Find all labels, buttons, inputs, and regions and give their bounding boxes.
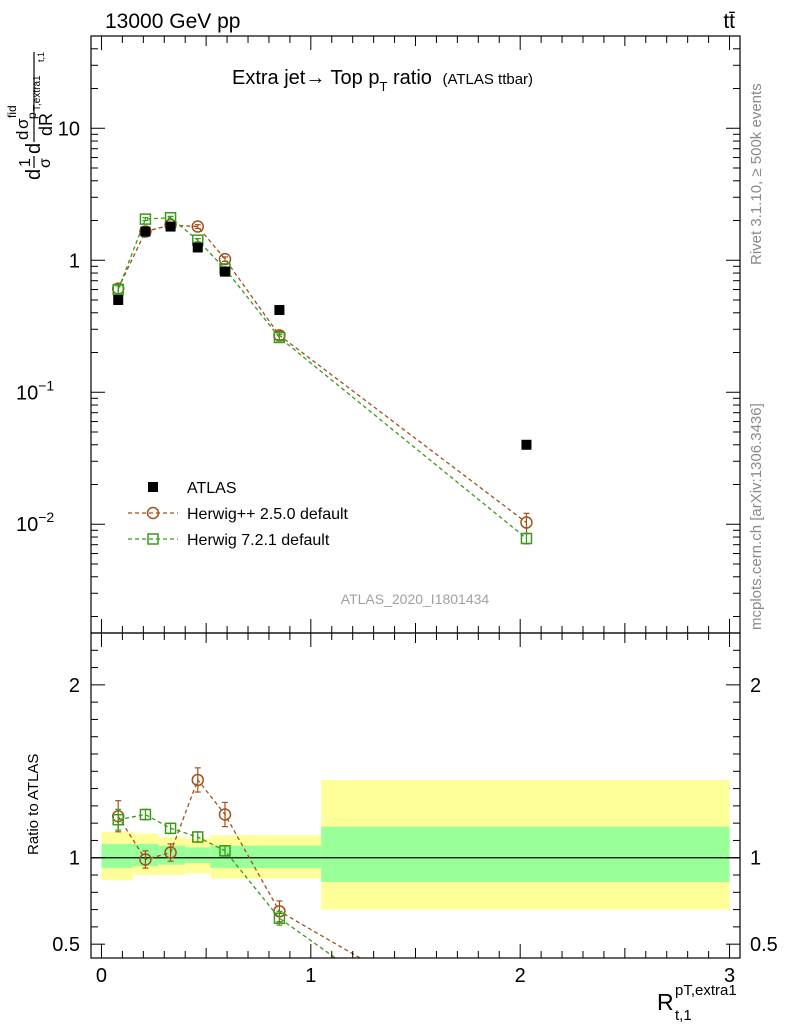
- main-herwigpp-point: [191, 220, 205, 233]
- ratio-panel: 2 2 1 1 0.5 0.5 0 1 2 3 Ratio to ATLAS R pT,extr…: [25, 632, 778, 1024]
- xlabel-sup: pT,extra1: [675, 982, 737, 999]
- legend-label-atlas: ATLAS: [187, 480, 237, 497]
- legend-marker-atlas: [148, 482, 158, 492]
- main-atlas-point: [521, 439, 532, 450]
- ylabel-sigma: σ: [37, 158, 54, 168]
- main-ytick-label: 1: [69, 250, 80, 272]
- main-xticks: [100, 36, 731, 633]
- ratio-ytick-label-left: 2: [69, 675, 80, 697]
- main-series: [111, 211, 533, 545]
- ratio-xtick-label: 0: [96, 965, 107, 987]
- ratio-series: [111, 767, 362, 958]
- main-herwigpp-point: [520, 516, 533, 529]
- ylabel-one: 1: [17, 158, 34, 167]
- main-herwig7-line: [117, 217, 527, 540]
- ylabel-d2: d: [23, 143, 45, 154]
- main-atlas-point: [140, 226, 151, 237]
- ratio-herwig7-point: [273, 912, 286, 924]
- ratio-herwig7-point: [192, 831, 204, 843]
- ratio-ytick-label-left: 0.5: [52, 934, 80, 956]
- mcplots-label: mcplots.cern.ch [arXiv:1306.3436]: [748, 403, 765, 630]
- ratio-herwigpp-point: [164, 846, 177, 859]
- main-ytick-label: 10: [58, 118, 80, 140]
- legend-label-herwig7: Herwig 7.2.1 default: [187, 532, 330, 549]
- ratio-herwigpp-point: [191, 773, 205, 787]
- ratio-band-green: [157, 845, 186, 865]
- ratio-xticks: 0 1 2 3: [96, 633, 735, 987]
- main-title: Extra jet→ Top pT ratio (ATLAS ttbar): [232, 67, 533, 94]
- ratio-band-green: [210, 845, 322, 869]
- main-atlas-point: [192, 242, 203, 253]
- process-main: tt: [723, 10, 735, 33]
- ratio-herwigpp-point: [139, 853, 152, 866]
- ratio-bands: [101, 779, 730, 910]
- ratio-frame: [90, 632, 741, 959]
- ylabel-sub3: t,1: [36, 52, 46, 62]
- ratio-ytick-label-right: 0.5: [750, 934, 778, 956]
- main-ytick-label: 10−1: [16, 377, 54, 404]
- main-yticks: 10 1 10−1 10−2: [16, 35, 740, 618]
- main-herwig7-point: [520, 532, 533, 545]
- main-title-small: (ATLAS ttbar): [442, 71, 533, 88]
- ylabel-dnum: d: [13, 131, 32, 140]
- main-panel: Extra jet→ Top pT ratio (ATLAS ttbar) d …: [5, 35, 741, 634]
- legend-marker-herwig7: [147, 533, 159, 545]
- main-herwigpp-point: [139, 225, 152, 238]
- ratio-ytick-label-left: 1: [69, 848, 80, 870]
- ylabel-sup: fid: [5, 105, 19, 118]
- main-ytick-label: 10−2: [16, 509, 54, 536]
- ratio-herwigpp-point: [218, 808, 232, 821]
- ratio-herwig7-point: [112, 813, 124, 826]
- process-label: tt ̄: [723, 10, 735, 33]
- legend-label-herwigpp: Herwig++ 2.5.0 default: [187, 506, 349, 523]
- main-herwigpp-line: [117, 224, 527, 524]
- main-title-sub: T: [379, 79, 387, 94]
- ratio-band-green: [101, 843, 133, 869]
- ratio-herwig7-point: [219, 845, 231, 857]
- ratio-ytick-label-right: 1: [750, 848, 761, 870]
- ratio-band-green: [185, 847, 211, 863]
- ylabel-sub: p: [25, 112, 39, 119]
- ratio-xtick-label: 1: [305, 965, 316, 987]
- ylabel-sig: σ: [13, 118, 32, 129]
- ratio-herwig7-point: [164, 822, 177, 835]
- legend: ATLAS Herwig++ 2.5.0 default Herwig 7.2.…: [128, 480, 349, 549]
- ylabel-sub2: T,extra1: [32, 75, 43, 111]
- main-title-text: Extra jet→ Top p: [232, 67, 379, 89]
- legend-marker-herwigpp: [146, 506, 160, 520]
- ratio-band-green: [321, 826, 730, 882]
- main-ylabel: d 1 σ d d σ fid p T,extra1 t,1 dR: [5, 52, 56, 180]
- main-atlas-point: [274, 304, 285, 315]
- ratio-ylabel: Ratio to ATLAS: [25, 754, 42, 855]
- main-herwig7-point: [139, 213, 152, 225]
- xlabel-sub: t,1: [675, 1007, 692, 1024]
- xlabel-main: R: [657, 989, 674, 1015]
- main-herwig7-point: [273, 331, 286, 344]
- energy-label: 13000 GeV pp: [105, 10, 240, 33]
- main-atlas-point: [165, 221, 176, 232]
- rivet-label: Rivet 3.1.10, ≥ 500k events: [748, 83, 765, 265]
- analysis-id: ATLAS_2020_I1801434: [341, 591, 490, 607]
- ratio-ytick-label-right: 2: [750, 675, 761, 697]
- ratio-xtick-label: 2: [515, 965, 526, 987]
- ratio-xlabel: R pT,extra1 t,1: [657, 982, 737, 1024]
- ylabel-d1: d: [23, 169, 45, 180]
- main-title-tail: ratio: [387, 67, 431, 89]
- main-atlas-point: [219, 266, 230, 277]
- main-atlas-point: [113, 294, 124, 305]
- ylabel-den: dR: [36, 113, 56, 136]
- ratio-xtick-label: 3: [724, 965, 735, 987]
- ratio-herwig7-point: [139, 808, 152, 821]
- main-herwig7-point: [112, 283, 124, 296]
- ratio-yticks: 2 2 1 1 0.5 0.5: [52, 632, 778, 956]
